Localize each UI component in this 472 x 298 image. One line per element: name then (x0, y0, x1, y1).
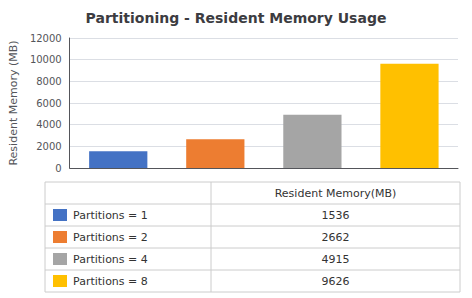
svg-text:Partitions = 1: Partitions = 1 (73, 209, 148, 222)
svg-text:2000: 2000 (36, 141, 61, 152)
svg-text:2662: 2662 (322, 231, 350, 244)
svg-text:10000: 10000 (30, 54, 62, 65)
svg-text:Partitioning - Resident Memory: Partitioning - Resident Memory Usage (86, 10, 387, 26)
svg-text:4915: 4915 (322, 253, 350, 266)
svg-text:Resident Memory (MB): Resident Memory (MB) (7, 40, 20, 165)
svg-text:9626: 9626 (322, 275, 350, 288)
svg-text:Resident Memory(MB): Resident Memory(MB) (275, 187, 397, 200)
svg-text:4000: 4000 (36, 119, 61, 130)
svg-text:8000: 8000 (36, 76, 61, 87)
svg-text:6000: 6000 (36, 98, 61, 109)
svg-text:Partitions = 2: Partitions = 2 (73, 231, 148, 244)
svg-text:Partitions = 4: Partitions = 4 (73, 253, 148, 266)
svg-text:Partitions = 8: Partitions = 8 (73, 275, 148, 288)
svg-text:1536: 1536 (322, 209, 350, 222)
svg-text:12000: 12000 (30, 33, 62, 44)
svg-text:0: 0 (55, 163, 61, 174)
